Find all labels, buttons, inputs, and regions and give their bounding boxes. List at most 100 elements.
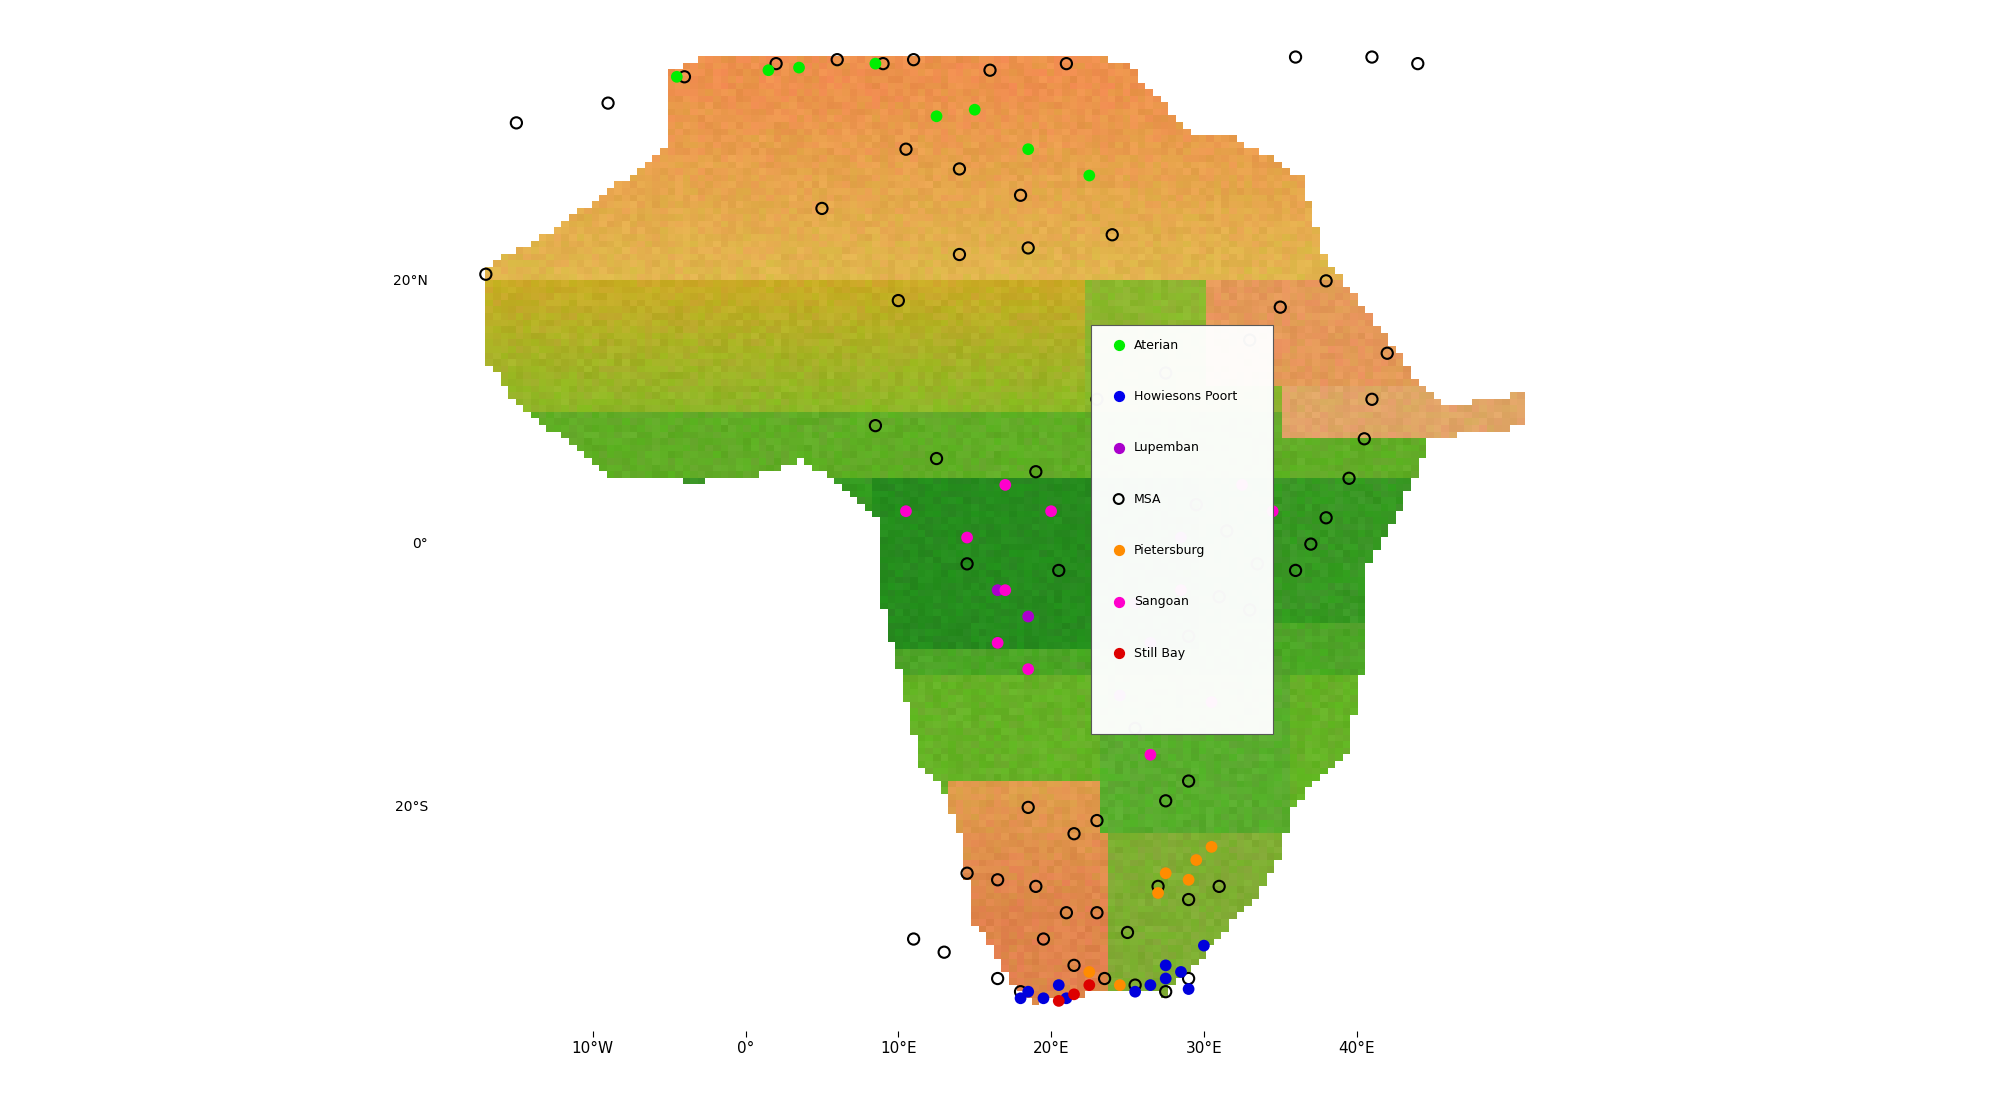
Point [1080, 812, 1112, 829]
Point [1104, 687, 1136, 704]
Point [1020, 463, 1052, 480]
Point [1204, 878, 1236, 895]
Text: 0°: 0° [412, 538, 428, 551]
Point [822, 50, 854, 68]
Text: Howiesons Poort: Howiesons Poort [1134, 389, 1238, 403]
Point [1172, 981, 1204, 998]
Point [1042, 992, 1074, 1009]
Point [1150, 957, 1182, 974]
Point [500, 114, 532, 132]
Point [1074, 963, 1106, 981]
Point [1080, 391, 1112, 408]
Point [1142, 884, 1174, 902]
Point [1058, 957, 1090, 974]
Text: 20°S: 20°S [394, 801, 428, 814]
Point [1096, 226, 1128, 244]
Point [952, 529, 984, 546]
Point [784, 59, 816, 77]
Point [1012, 799, 1044, 816]
Point [1012, 660, 1044, 678]
Point [1294, 535, 1326, 553]
Point [1028, 930, 1060, 948]
Point [1080, 904, 1112, 921]
Point [1164, 529, 1196, 546]
Point [1050, 55, 1082, 72]
Point [1020, 878, 1052, 895]
Point [974, 61, 1006, 79]
Text: Pietersburg: Pietersburg [1134, 544, 1206, 557]
Point [1234, 601, 1266, 619]
Point [1120, 720, 1152, 737]
Point [738, 527, 770, 544]
Point [958, 101, 990, 118]
Point [1204, 588, 1236, 606]
Point [1104, 976, 1136, 994]
Point [738, 529, 770, 546]
Point [1012, 983, 1044, 1000]
Point [1012, 140, 1044, 158]
Point [1172, 627, 1204, 645]
Point [1134, 634, 1166, 652]
Point [982, 634, 1014, 652]
Point [668, 68, 700, 86]
Point [982, 871, 1014, 889]
Point [1372, 344, 1404, 362]
Point [1004, 989, 1036, 1007]
Point [806, 200, 838, 217]
Point [1164, 581, 1196, 599]
Point [1226, 476, 1258, 494]
Point [928, 943, 960, 961]
Point [470, 265, 502, 283]
Point [868, 55, 900, 72]
Point [1280, 48, 1312, 66]
Point [738, 530, 770, 547]
Point [1402, 55, 1434, 72]
Point [920, 450, 952, 467]
Point [1172, 871, 1204, 889]
Point [1264, 298, 1296, 316]
Point [1150, 970, 1182, 987]
Point [1120, 595, 1152, 612]
Point [1150, 792, 1182, 810]
Point [920, 108, 952, 125]
Point [1042, 976, 1074, 994]
Point [1012, 239, 1044, 257]
Point [1150, 364, 1182, 382]
Point [1120, 976, 1152, 994]
Point [944, 160, 976, 178]
Text: MSA: MSA [1134, 493, 1162, 506]
Point [1050, 904, 1082, 921]
Point [982, 970, 1014, 987]
Point [1196, 838, 1228, 856]
Text: Aterian: Aterian [1134, 339, 1180, 351]
Point [1310, 509, 1342, 527]
Point [898, 50, 930, 68]
Point [1004, 186, 1036, 204]
Point [882, 292, 914, 309]
Point [1004, 983, 1036, 1000]
Text: Lupemban: Lupemban [1134, 441, 1200, 454]
FancyBboxPatch shape [1092, 326, 1272, 734]
Point [1058, 825, 1090, 842]
Point [1036, 502, 1068, 520]
Point [1012, 608, 1044, 625]
Point [1196, 693, 1228, 711]
Point [890, 502, 922, 520]
Point [1280, 562, 1312, 579]
Point [952, 555, 984, 573]
Point [898, 930, 930, 948]
Point [738, 529, 770, 546]
Point [738, 527, 770, 544]
Point [990, 476, 1022, 494]
Point [1050, 989, 1082, 1007]
Point [1164, 963, 1196, 981]
Point [1074, 167, 1106, 184]
Point [1134, 746, 1166, 764]
Point [860, 417, 892, 434]
Point [1172, 891, 1204, 908]
Point [1042, 562, 1074, 579]
Point [1172, 970, 1204, 987]
Point [1356, 48, 1388, 66]
Point [1256, 502, 1288, 520]
Point [952, 864, 984, 882]
